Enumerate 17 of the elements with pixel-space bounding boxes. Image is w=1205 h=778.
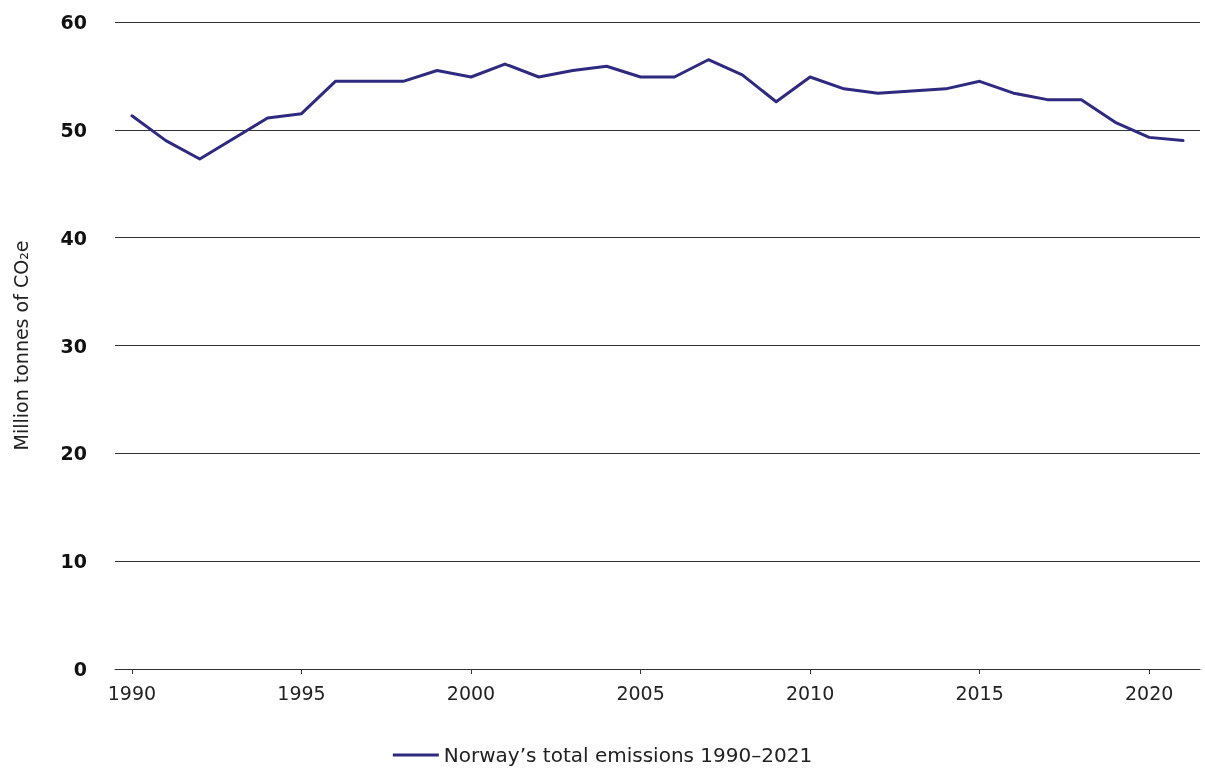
x-tick-label: 2010 [785, 681, 835, 704]
y-tick-label: 10 [60, 550, 87, 573]
x-tick-label: 1995 [277, 681, 326, 704]
legend-label: Norway’s total emissions 1990–2021 [443, 743, 813, 767]
x-tick-label: 2005 [616, 681, 665, 704]
y-axis-title: Million tonnes of CO₂e [9, 240, 32, 451]
y-tick-label: 50 [60, 118, 87, 141]
y-tick-label: 0 [73, 658, 87, 680]
y-tick-label: 40 [60, 226, 87, 249]
y-tick-label: 30 [60, 334, 87, 357]
x-tick-label: 2000 [446, 681, 496, 704]
y-tick-label: 60 [60, 11, 87, 33]
x-tick-label: 1990 [107, 681, 157, 704]
line-series [130, 58, 1185, 161]
y-tick-label: 20 [60, 442, 87, 465]
x-tick-label: 2015 [955, 681, 1004, 704]
x-tick-label: 2020 [1124, 681, 1174, 704]
